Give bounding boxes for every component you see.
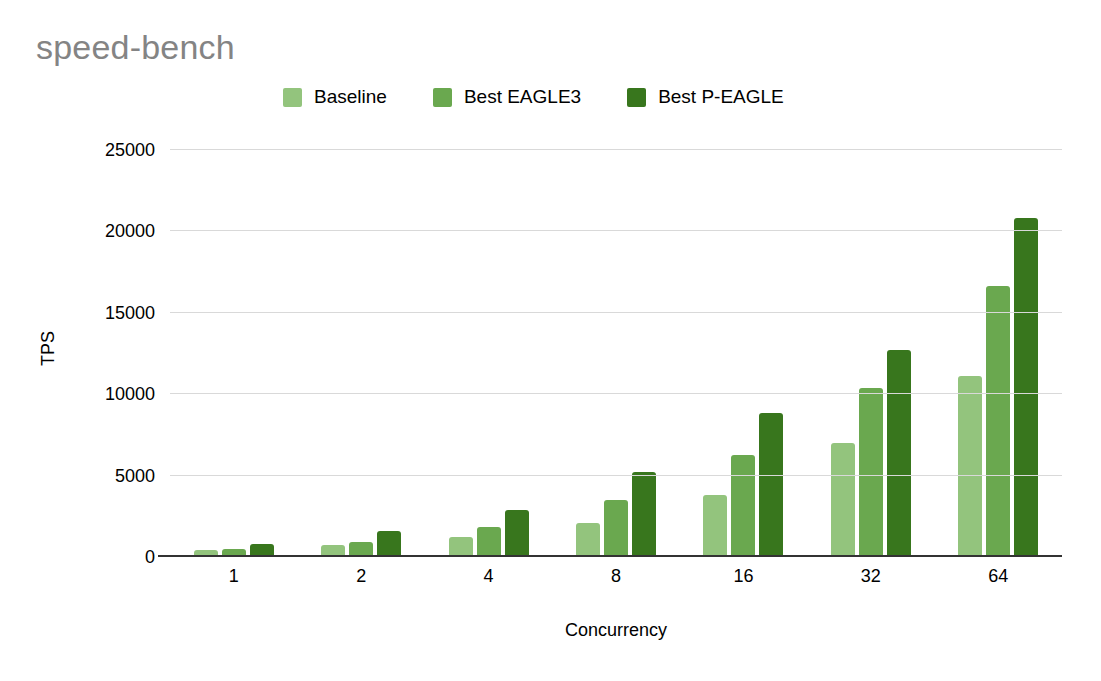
x-tick-label-64: 64	[935, 566, 1062, 587]
bar-best-p-eagle-32	[887, 350, 911, 557]
y-tick-label-15000: 15000	[50, 303, 155, 324]
bar-group-1	[170, 150, 297, 557]
x-axis-title: Concurrency	[170, 620, 1062, 641]
bar-best-eagle3-64	[986, 286, 1010, 557]
legend: Baseline Best EAGLE3 Best P-EAGLE	[283, 86, 784, 108]
bar-best-eagle3-32	[859, 388, 883, 557]
chart-canvas: speed-bench Baseline Best EAGLE3 Best P-EA…	[0, 0, 1101, 681]
chart-title: speed-bench	[36, 28, 235, 66]
gridline-10000	[170, 393, 1062, 394]
bar-group-8	[552, 150, 679, 557]
plot-area	[170, 150, 1062, 557]
bar-groups	[170, 150, 1062, 557]
x-axis-tick-labels: 1248163264	[170, 566, 1062, 587]
y-tick-label-5000: 5000	[50, 466, 155, 487]
legend-item-baseline: Baseline	[283, 86, 387, 108]
bar-best-eagle3-4	[477, 527, 501, 557]
legend-item-best-p-eagle: Best P-EAGLE	[627, 86, 784, 108]
bar-group-2	[297, 150, 424, 557]
bar-baseline-64	[958, 376, 982, 557]
bar-best-p-eagle-8	[632, 472, 656, 557]
x-tick-label-8: 8	[552, 566, 679, 587]
y-tick-label-20000: 20000	[50, 221, 155, 242]
legend-label-baseline: Baseline	[314, 86, 387, 108]
x-tick-label-4: 4	[425, 566, 552, 587]
y-tick-label-10000: 10000	[50, 384, 155, 405]
bar-baseline-32	[831, 443, 855, 557]
gridline-25000	[170, 149, 1062, 150]
legend-label-best-p-eagle: Best P-EAGLE	[658, 86, 784, 108]
bar-group-4	[425, 150, 552, 557]
bar-best-eagle3-16	[731, 455, 755, 557]
bar-best-p-eagle-16	[759, 413, 783, 557]
bar-best-eagle3-8	[604, 500, 628, 557]
bar-best-p-eagle-4	[505, 510, 529, 557]
gridline-15000	[170, 312, 1062, 313]
gridline-5000	[170, 475, 1062, 476]
bar-group-32	[807, 150, 934, 557]
gridline-20000	[170, 230, 1062, 231]
bar-baseline-16	[703, 495, 727, 557]
legend-swatch-best-p-eagle	[627, 88, 646, 107]
y-tick-label-25000: 25000	[50, 140, 155, 161]
bar-best-p-eagle-64	[1014, 218, 1038, 557]
bar-group-16	[680, 150, 807, 557]
x-axis-line	[158, 555, 1062, 557]
legend-swatch-baseline	[283, 88, 302, 107]
legend-label-best-eagle3: Best EAGLE3	[464, 86, 581, 108]
x-tick-label-32: 32	[807, 566, 934, 587]
legend-item-best-eagle3: Best EAGLE3	[433, 86, 581, 108]
bar-group-64	[935, 150, 1062, 557]
x-tick-label-16: 16	[680, 566, 807, 587]
x-tick-label-2: 2	[297, 566, 424, 587]
x-tick-label-1: 1	[170, 566, 297, 587]
legend-swatch-best-eagle3	[433, 88, 452, 107]
bar-best-p-eagle-2	[377, 531, 401, 557]
bar-baseline-8	[576, 523, 600, 557]
y-tick-label-0: 0	[50, 547, 155, 568]
